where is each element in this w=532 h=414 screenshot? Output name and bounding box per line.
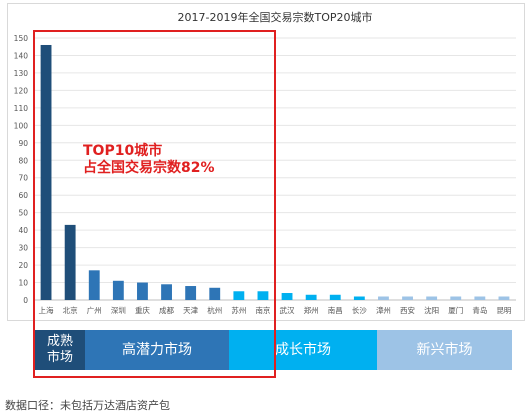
bar: [209, 287, 221, 300]
x-tick-label: 漳州: [376, 305, 391, 315]
bar: [137, 282, 148, 300]
y-tick-label: 90: [18, 139, 28, 148]
bar: [64, 224, 76, 300]
bar: [474, 296, 486, 300]
bar: [112, 280, 124, 300]
y-tick-label: 60: [18, 191, 28, 200]
top10-callout: TOP10城市 占全国交易宗数82%: [83, 143, 215, 177]
y-tick-label: 40: [18, 226, 28, 235]
bar: [40, 44, 52, 301]
bar: [281, 293, 293, 300]
chart-frame: 2017-2019年全国交易宗数TOP20城市 0 10 20 30 40 50 60 70 80…: [7, 3, 525, 321]
x-tick-label: 武汉: [280, 305, 295, 315]
callout-line-1: TOP10城市: [83, 143, 163, 159]
y-tick-label: 120: [14, 86, 29, 95]
bar: [329, 294, 341, 300]
x-tick-label: 重庆: [135, 305, 150, 315]
x-tick-label: 昆明: [496, 306, 511, 315]
x-tick-label: 上海: [39, 305, 54, 315]
y-tick-label: 140: [14, 51, 29, 60]
chart-title: 2017-2019年全国交易宗数TOP20城市: [178, 10, 373, 24]
x-tick-label: 成都: [159, 305, 174, 315]
band-mature-market: 成熟 市场: [35, 330, 85, 370]
x-tick-label: 苏州: [231, 305, 246, 315]
y-tick-label: 110: [14, 104, 29, 113]
bar: [88, 270, 100, 300]
x-tick-label: 广州: [87, 305, 102, 315]
top10-highlight-box: [33, 30, 276, 378]
callout-line-2: 占全国交易宗数82%: [83, 160, 215, 176]
x-tick-label: 长沙: [352, 305, 367, 315]
y-tick-label: 0: [23, 296, 28, 305]
y-tick-label: 100: [14, 121, 29, 130]
bar: [426, 296, 438, 300]
bar: [257, 291, 269, 300]
bar: [353, 296, 365, 300]
y-tick-label: 150: [14, 34, 29, 43]
x-tick-label: 杭州: [207, 305, 222, 315]
footnote: 数据口径：未包括万达酒店资产包: [5, 399, 170, 412]
x-tick-label: 青岛: [472, 305, 487, 315]
bar: [450, 296, 462, 300]
bar: [305, 294, 317, 300]
x-tick-label: 厦门: [448, 306, 463, 315]
y-tick-label: 10: [18, 279, 28, 288]
y-tick-label: 80: [18, 156, 28, 165]
bar: [233, 291, 245, 300]
x-tick-label: 深圳: [111, 305, 126, 315]
y-tick-label: 20: [18, 261, 28, 270]
y-tick-label: 70: [18, 174, 28, 183]
x-tick-label: 北京: [63, 305, 78, 315]
bar-chart: 2017-2019年全国交易宗数TOP20城市 0 10 20 30 40 50 60 70 80…: [14, 10, 516, 315]
y-tick-label: 130: [14, 69, 29, 78]
y-tick-label: 50: [18, 209, 28, 218]
bar: [161, 284, 172, 300]
x-tick-label: 郑州: [304, 305, 319, 315]
x-tick-label: 沈阳: [424, 305, 439, 315]
x-tick-label: 天津: [183, 306, 198, 315]
band-emerging-market: 新兴市场: [377, 330, 512, 370]
band-growth-market: 成长市场: [229, 330, 377, 370]
bar: [498, 296, 510, 300]
x-tick-label: 西安: [400, 305, 415, 315]
band-high-potential-market: 高潜力市场: [85, 330, 229, 370]
bar: [378, 296, 389, 300]
x-tick-label: 南京: [255, 305, 270, 315]
y-tick-label: 30: [18, 244, 28, 253]
bar: [185, 286, 197, 300]
x-tick-label: 南昌: [328, 305, 343, 315]
bar: [402, 296, 413, 300]
